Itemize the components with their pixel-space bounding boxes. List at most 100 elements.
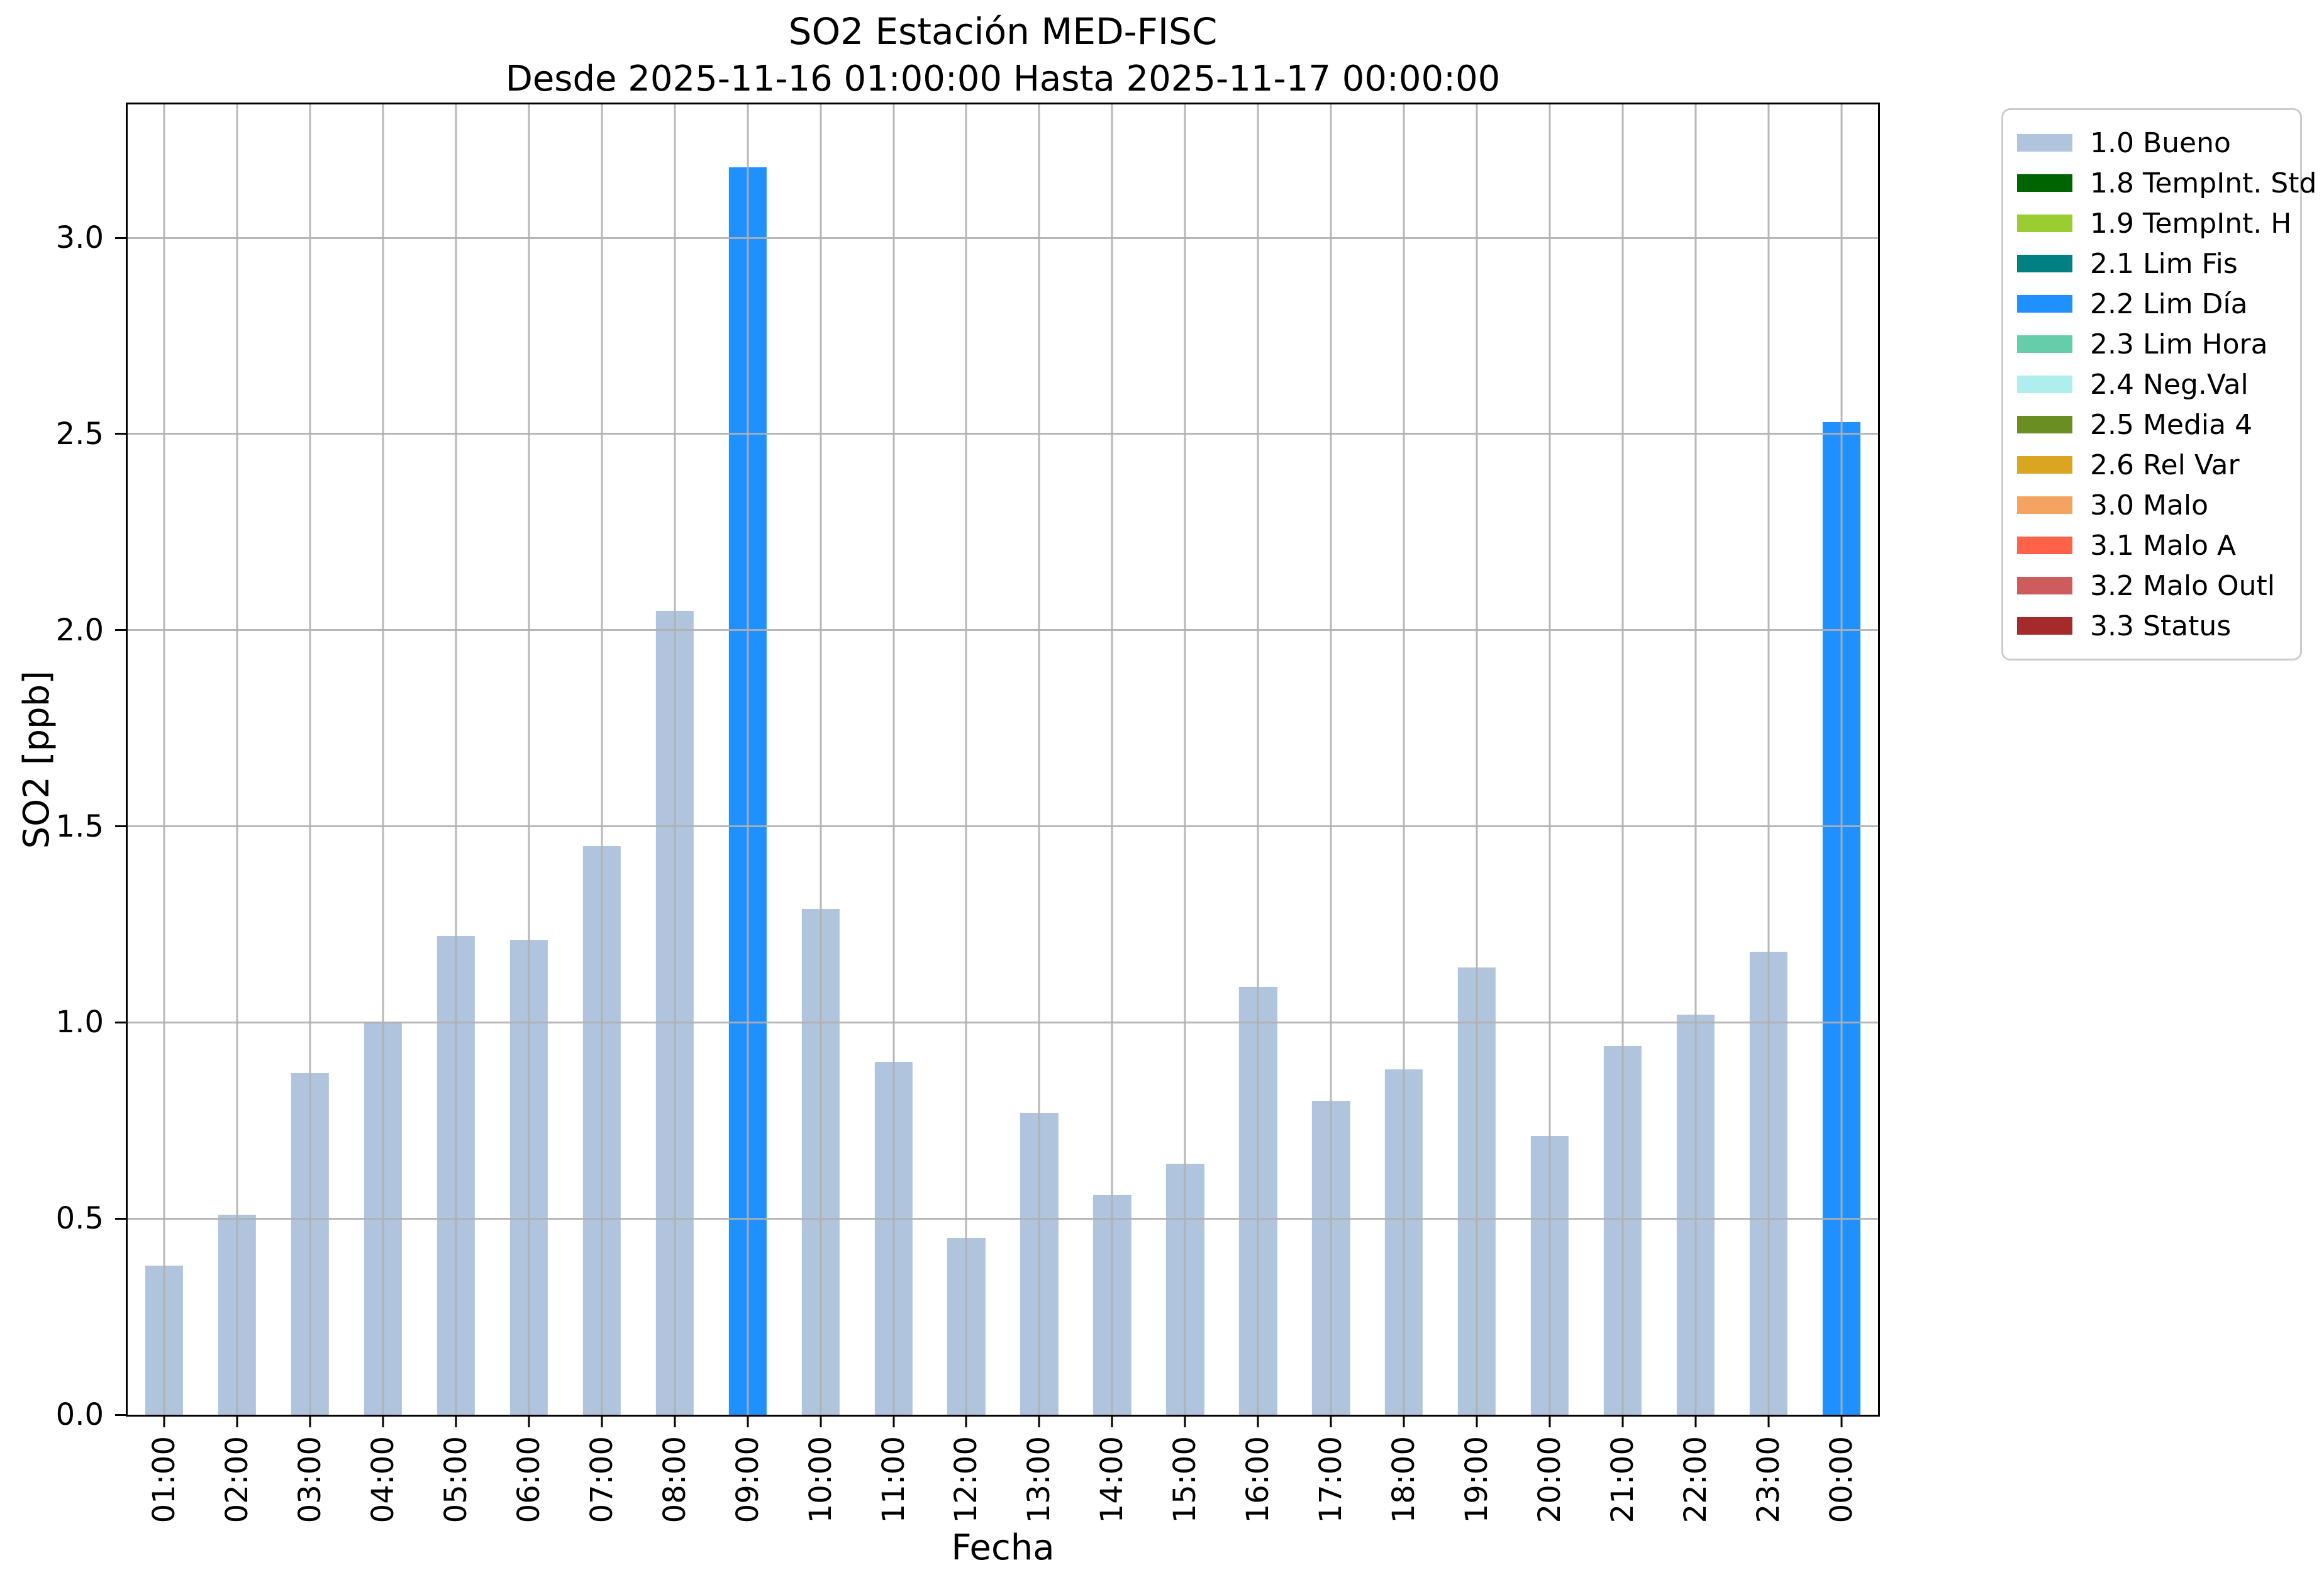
bar-slot: 07:00 xyxy=(565,104,638,1523)
legend-swatch xyxy=(2017,496,2072,514)
x-tick-label: 11:00 xyxy=(876,1436,911,1524)
legend-label: 2.3 Lim Hora xyxy=(2090,328,2268,360)
h-gridline xyxy=(128,433,1878,435)
bar-slot: 12:00 xyxy=(930,104,1003,1523)
bar-slot: 01:00 xyxy=(128,104,201,1523)
legend-label: 3.2 Malo Outl xyxy=(2090,569,2276,602)
x-tick-label: 23:00 xyxy=(1750,1436,1786,1524)
v-gridline xyxy=(382,104,384,1415)
x-tick-label-wrap: 20:00 xyxy=(1532,1436,1567,1523)
y-tick-label: 1.5 xyxy=(55,808,104,844)
v-gridline xyxy=(1548,104,1551,1415)
bar-slot: 22:00 xyxy=(1659,104,1732,1523)
x-tick-mark xyxy=(1476,1415,1478,1427)
y-tick-mark xyxy=(115,1021,128,1023)
legend-item: 3.2 Malo Outl xyxy=(2017,566,2285,606)
h-gridline xyxy=(128,629,1878,632)
y-tick-mark xyxy=(115,1217,128,1220)
legend-item: 2.1 Lim Fis xyxy=(2017,243,2285,284)
bar-slot: 19:00 xyxy=(1440,104,1513,1523)
x-tick-label: 16:00 xyxy=(1240,1436,1276,1524)
bar-slot: 11:00 xyxy=(857,104,930,1523)
legend-item: 1.9 TempInt. H xyxy=(2017,203,2291,243)
x-tick-label-wrap: 07:00 xyxy=(584,1436,620,1523)
v-gridline xyxy=(1621,104,1624,1415)
bar-slot: 21:00 xyxy=(1586,104,1659,1523)
v-gridline xyxy=(601,104,603,1415)
bar-slot: 23:00 xyxy=(1732,104,1805,1523)
x-tick-label: 08:00 xyxy=(657,1436,692,1524)
v-gridline xyxy=(1111,104,1113,1415)
bar-slot: 20:00 xyxy=(1513,104,1586,1523)
h-gridline xyxy=(128,1021,1878,1023)
x-tick-label: 05:00 xyxy=(438,1436,474,1524)
legend-swatch xyxy=(2017,335,2072,353)
x-tick-mark xyxy=(1767,1415,1770,1427)
bar-slot: 14:00 xyxy=(1076,104,1148,1523)
legend: 1.0 Bueno 1.8 TempInt. Std 1.9 TempInt. H 2… xyxy=(2001,108,2316,660)
x-tick-label: 04:00 xyxy=(365,1436,401,1524)
x-tick-label-wrap: 06:00 xyxy=(511,1436,547,1523)
bar-slot: 18:00 xyxy=(1367,104,1440,1523)
v-gridline xyxy=(747,104,749,1415)
bar-slot: 02:00 xyxy=(201,104,274,1523)
legend-item: 2.2 Lim Día xyxy=(2017,284,2285,324)
y-axis-label-wrap: SO2 [ppb] xyxy=(11,103,62,1417)
legend-label: 3.0 Malo xyxy=(2090,489,2209,521)
v-gridline xyxy=(674,104,676,1415)
legend-item: 2.5 Media 4 xyxy=(2017,404,2285,445)
x-tick-mark xyxy=(820,1415,822,1427)
x-tick-label: 00:00 xyxy=(1823,1436,1859,1524)
x-tick-mark xyxy=(455,1415,457,1427)
x-tick-label-wrap: 00:00 xyxy=(1824,1436,1859,1523)
v-gridline xyxy=(1767,104,1770,1415)
legend-swatch xyxy=(2017,577,2072,594)
x-tick-mark xyxy=(528,1415,530,1427)
legend-item: 2.3 Lim Hora xyxy=(2017,324,2285,364)
legend-item: 1.0 Bueno xyxy=(2017,123,2285,163)
v-gridline xyxy=(1694,104,1697,1415)
x-tick-mark xyxy=(1840,1415,1843,1427)
x-tick-label-wrap: 04:00 xyxy=(365,1436,401,1523)
v-gridline xyxy=(820,104,822,1415)
v-gridline xyxy=(1330,104,1332,1415)
v-gridline xyxy=(1257,104,1259,1415)
x-tick-mark xyxy=(601,1415,603,1427)
x-axis-label: Fecha xyxy=(951,1527,1055,1568)
legend-label: 1.8 TempInt. Std xyxy=(2090,167,2317,199)
x-tick-label: 22:00 xyxy=(1677,1436,1713,1524)
x-tick-label-wrap: 17:00 xyxy=(1313,1436,1348,1523)
x-tick-label: 20:00 xyxy=(1532,1436,1568,1524)
x-tick-mark xyxy=(382,1415,384,1427)
x-tick-label-wrap: 01:00 xyxy=(147,1436,182,1523)
bar-slot: 16:00 xyxy=(1221,104,1294,1523)
v-gridline xyxy=(1403,104,1405,1415)
x-tick-label-wrap: 02:00 xyxy=(220,1436,255,1523)
y-tick-label: 3.0 xyxy=(55,220,104,256)
x-tick-label-wrap: 09:00 xyxy=(730,1436,765,1523)
legend-item: 3.0 Malo xyxy=(2017,485,2285,525)
y-tick-label: 0.5 xyxy=(55,1201,104,1237)
plot-area: 0.0 0.5 1.0 1.5 2.0 2.5 3.0 01:00 02:00 03:00 04:0… xyxy=(56,103,1880,1523)
x-tick-label: 13:00 xyxy=(1021,1436,1057,1524)
x-tick-mark xyxy=(1330,1415,1332,1427)
x-tick-mark xyxy=(965,1415,967,1427)
v-gridline xyxy=(236,104,238,1415)
legend-swatch xyxy=(2017,174,2072,192)
v-gridline xyxy=(309,104,311,1415)
legend-item: 3.1 Malo A xyxy=(2017,525,2285,566)
v-gridline xyxy=(1476,104,1478,1415)
x-tick-label: 19:00 xyxy=(1459,1436,1495,1524)
x-tick-label: 15:00 xyxy=(1167,1436,1203,1524)
legend-label: 2.2 Lim Día xyxy=(2090,287,2248,320)
bar-slot: 13:00 xyxy=(1003,104,1076,1523)
bar-slot: 10:00 xyxy=(784,104,857,1523)
x-tick-label: 02:00 xyxy=(219,1436,255,1524)
x-tick-mark xyxy=(1548,1415,1551,1427)
x-tick-label-wrap: 23:00 xyxy=(1751,1436,1786,1523)
legend-swatch xyxy=(2017,456,2072,474)
x-tick-mark xyxy=(309,1415,311,1427)
x-tick-mark xyxy=(747,1415,749,1427)
h-gridline xyxy=(128,825,1878,828)
